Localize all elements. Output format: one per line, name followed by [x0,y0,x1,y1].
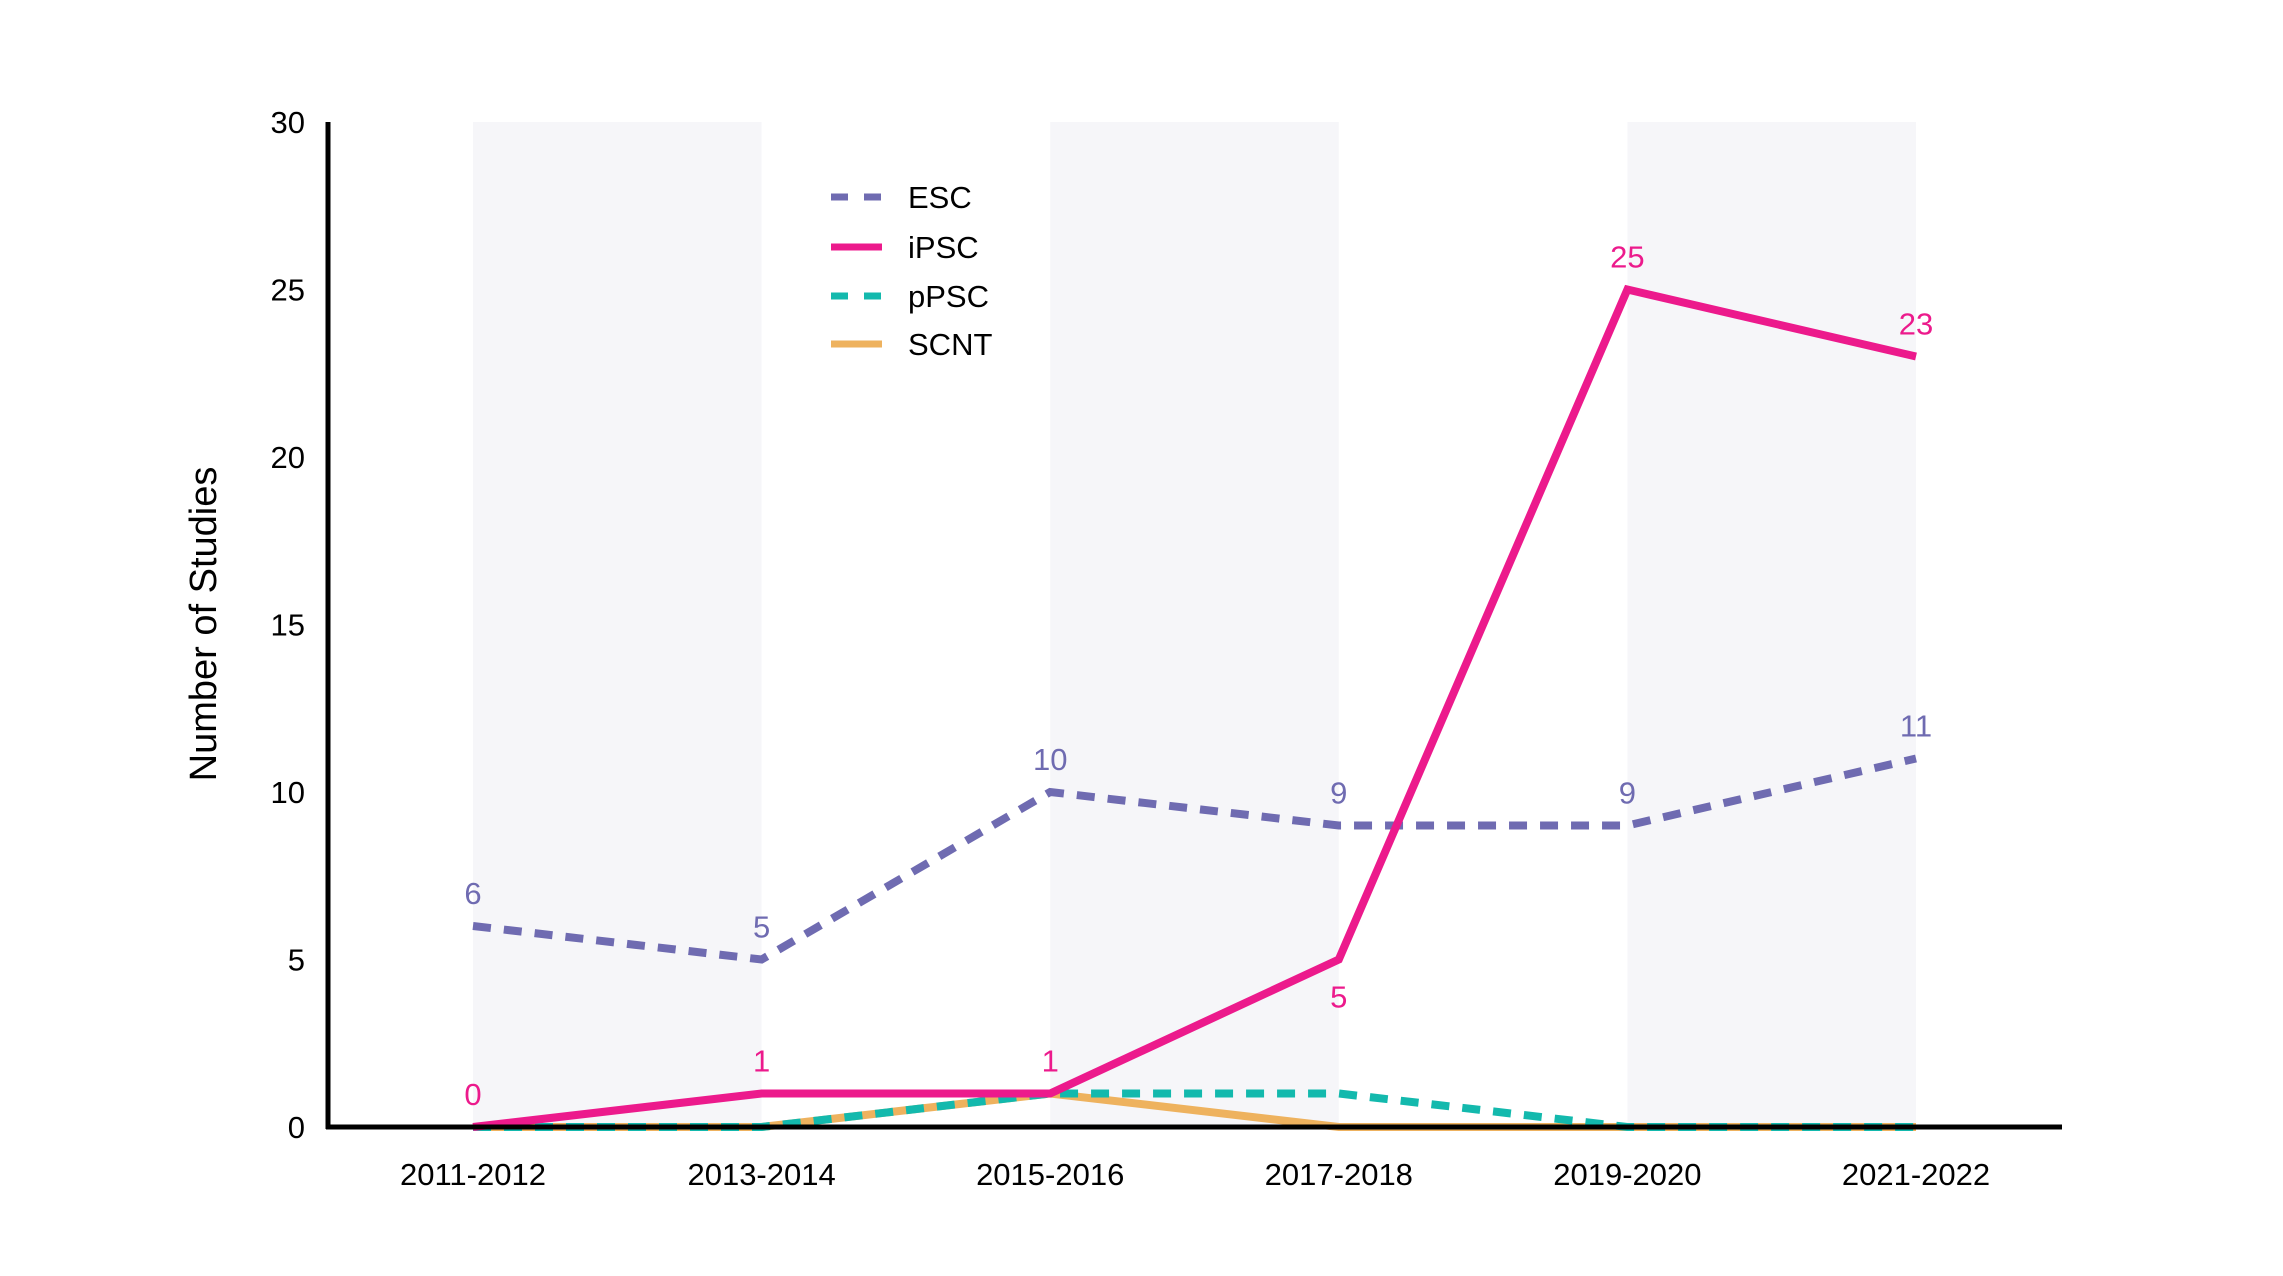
y-tick-label: 15 [271,608,305,643]
data-label-esc: 5 [753,910,770,945]
data-label-esc: 11 [1900,709,1932,744]
data-label-ipsc: 1 [1042,1044,1059,1079]
background-band [1050,122,1339,1127]
legend-label-ipsc: iPSC [908,230,979,265]
data-label-esc: 10 [1033,742,1067,777]
x-tick-label: 2015-2016 [976,1157,1124,1192]
legend-label-esc: ESC [908,180,972,215]
y-tick-label: 20 [271,440,305,475]
x-tick-label: 2017-2018 [1265,1157,1413,1192]
legend-label-ppsc: pPSC [908,279,989,314]
data-label-esc: 6 [464,876,481,911]
y-tick-label: 10 [271,775,305,810]
x-tick-label: 2011-2012 [400,1157,546,1192]
data-label-ipsc: 5 [1330,980,1347,1015]
data-label-ipsc: 1 [753,1044,770,1079]
y-axis-ticks: 0 5 10 15 20 25 30 [271,105,305,1145]
legend-label-scnt: SCNT [908,327,992,362]
data-label-ipsc: 23 [1899,307,1933,342]
background-band [1627,122,1916,1127]
y-axis-title: Number of Studies [183,467,225,782]
y-tick-label: 30 [271,105,305,140]
data-label-ipsc: 0 [464,1077,481,1112]
legend: ESC iPSC pPSC SCNT [831,180,992,362]
x-tick-label: 2013-2014 [687,1157,835,1192]
series-line-ipsc [472,284,1917,1131]
data-label-esc: 9 [1330,776,1347,811]
background-bands [473,122,1916,1127]
data-label-ipsc: 25 [1610,240,1644,275]
x-axis-ticks: 2011-2012 2013-2014 2015-2016 2017-2018 2019… [400,1157,1990,1192]
y-tick-label: 0 [288,1110,305,1145]
data-label-esc: 9 [1619,776,1636,811]
background-band [473,122,762,1127]
series-line-esc [472,754,1917,964]
x-tick-label: 2021-2022 [1842,1157,1990,1192]
axes [325,122,2062,1130]
x-tick-label: 2019-2020 [1553,1157,1701,1192]
series-line-ppsc [473,1089,1916,1131]
y-tick-label: 25 [271,273,305,308]
y-tick-label: 5 [288,943,305,978]
